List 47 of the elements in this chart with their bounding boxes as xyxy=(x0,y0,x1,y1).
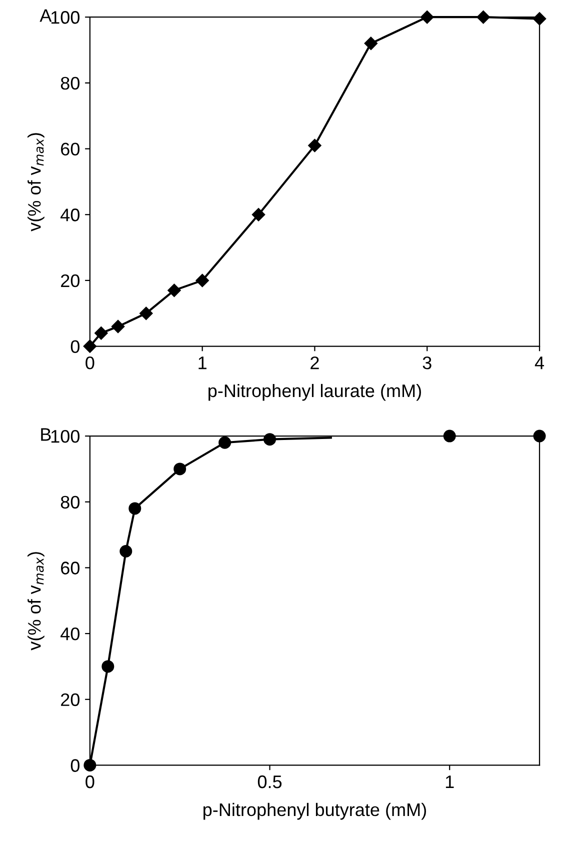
point xyxy=(252,208,266,222)
y-tick-label: 80 xyxy=(60,496,80,509)
point xyxy=(443,430,456,442)
point xyxy=(264,433,276,446)
point xyxy=(364,36,378,50)
point xyxy=(84,758,96,772)
point xyxy=(102,660,114,673)
x-tick-label: 2 xyxy=(310,356,319,370)
y-tick-label: 0 xyxy=(70,759,80,772)
y-axis-title: v(% of v$_{max}$) xyxy=(28,552,44,650)
point xyxy=(94,326,108,340)
y-tick-label: 20 xyxy=(61,693,80,706)
y-tick-label: 40 xyxy=(60,208,80,222)
chart-title: A xyxy=(40,9,52,22)
point xyxy=(128,502,142,515)
x-tick-label: 1 xyxy=(446,776,454,788)
point xyxy=(218,436,232,449)
y-tick-label: 80 xyxy=(60,76,80,90)
y-tick-label: 40 xyxy=(60,627,80,640)
y-tick-label: 100 xyxy=(51,430,80,443)
y-tick-label: 100 xyxy=(51,11,80,24)
x-tick-label: 0.5 xyxy=(258,775,282,788)
point xyxy=(174,462,186,476)
point xyxy=(308,138,322,152)
x-tick-label: 4 xyxy=(534,356,544,370)
x-tick-label: 1 xyxy=(198,356,206,370)
x-tick-label: 0 xyxy=(86,775,94,788)
y-tick-label: 20 xyxy=(61,274,80,288)
point xyxy=(533,430,546,442)
point xyxy=(532,12,546,26)
y-tick-label: 60 xyxy=(61,142,80,156)
x-tick-label: 0 xyxy=(86,356,94,370)
point xyxy=(120,545,132,558)
point xyxy=(83,340,97,353)
y-tick-label: 0 xyxy=(70,340,80,353)
x-tick-label: 3 xyxy=(422,356,432,370)
x-axis-title: p-Nitrophenyl butyrate (mM) xyxy=(204,802,426,820)
y-axis-title: v(% of v$_{max}$) xyxy=(28,133,44,232)
point xyxy=(111,320,125,334)
point xyxy=(420,10,434,24)
y-tick-label: 60 xyxy=(61,562,80,574)
point xyxy=(168,284,181,297)
point xyxy=(196,274,209,288)
point xyxy=(140,306,153,320)
point xyxy=(476,10,490,24)
x-axis-title: p-Nitrophenyl laurate (mM) xyxy=(208,384,421,401)
chart-title: B xyxy=(41,428,51,441)
